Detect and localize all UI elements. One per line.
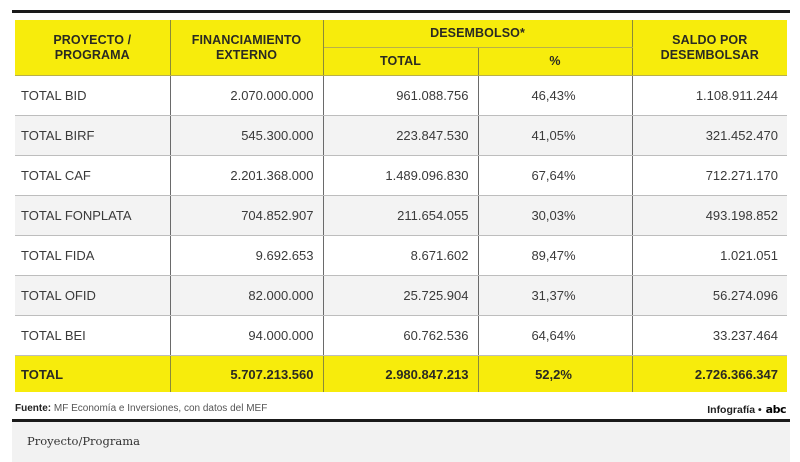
header-proyecto-line2: PROGRAMA bbox=[54, 47, 130, 62]
table-row: TOTAL BIRF 545.300.000 223.847.530 41,05… bbox=[15, 115, 787, 156]
cell-name: TOTAL BEI bbox=[15, 315, 171, 356]
cell-saldo: 712.271.170 bbox=[631, 155, 787, 196]
top-rule bbox=[12, 10, 790, 13]
cell-desembolso-pct: 89,47% bbox=[477, 235, 633, 276]
source-label: Fuente: bbox=[15, 403, 52, 414]
total-label: TOTAL bbox=[15, 355, 171, 392]
cell-desembolso-pct: 41,05% bbox=[477, 115, 633, 156]
cell-desembolso-pct: 31,37% bbox=[477, 275, 633, 316]
cell-financiamiento: 2.201.368.000 bbox=[169, 155, 324, 196]
cell-saldo: 56.274.096 bbox=[631, 275, 787, 316]
header-desembolso-total: TOTAL bbox=[322, 47, 479, 76]
cell-financiamiento: 2.070.000.000 bbox=[169, 75, 324, 116]
caption-area: Proyecto/Programa bbox=[12, 422, 790, 462]
cell-financiamiento: 82.000.000 bbox=[169, 275, 324, 316]
total-desembolso-pct: 52,2% bbox=[477, 355, 633, 392]
cell-desembolso-total: 211.654.055 bbox=[322, 195, 479, 236]
source-text: MF Economía e Inversiones, con datos del… bbox=[51, 403, 268, 414]
cell-saldo: 1.021.051 bbox=[631, 235, 787, 276]
table-row: TOTAL FONPLATA 704.852.907 211.654.055 3… bbox=[15, 195, 787, 236]
cell-desembolso-pct: 64,64% bbox=[477, 315, 633, 356]
cell-name: TOTAL OFID bbox=[15, 275, 171, 316]
cell-name: TOTAL FONPLATA bbox=[15, 195, 171, 236]
cell-desembolso-pct: 30,03% bbox=[477, 195, 633, 236]
source-note: Fuente: MF Economía e Inversiones, con d… bbox=[15, 403, 267, 414]
header-saldo-line1: SALDO POR bbox=[672, 32, 748, 47]
cell-saldo: 493.198.852 bbox=[631, 195, 787, 236]
table-row: TOTAL CAF 2.201.368.000 1.489.096.830 67… bbox=[15, 155, 787, 196]
cell-desembolso-pct: 67,64% bbox=[477, 155, 633, 196]
cell-desembolso-total: 25.725.904 bbox=[322, 275, 479, 316]
header-saldo-line2: DESEMBOLSAR bbox=[660, 47, 759, 62]
cell-financiamiento: 545.300.000 bbox=[169, 115, 324, 156]
cell-desembolso-total: 8.671.602 bbox=[322, 235, 479, 276]
abc-logo-icon: abc bbox=[765, 403, 787, 416]
cell-saldo: 1.108.911.244 bbox=[631, 75, 787, 116]
image-caption: Proyecto/Programa bbox=[27, 434, 140, 448]
table-row: TOTAL FIDA 9.692.653 8.671.602 89,47% 1.… bbox=[15, 235, 787, 276]
credit-text: Infografía • bbox=[707, 403, 762, 416]
cell-name: TOTAL FIDA bbox=[15, 235, 171, 276]
total-saldo: 2.726.366.347 bbox=[631, 355, 787, 392]
header-desembolso: DESEMBOLSO* bbox=[322, 20, 633, 48]
cell-desembolso-total: 223.847.530 bbox=[322, 115, 479, 156]
cell-desembolso-total: 1.489.096.830 bbox=[322, 155, 479, 196]
total-desembolso-total: 2.980.847.213 bbox=[322, 355, 479, 392]
header-saldo: SALDO POR DESEMBOLSAR bbox=[631, 20, 787, 76]
cell-financiamiento: 9.692.653 bbox=[169, 235, 324, 276]
header-proyecto: PROYECTO / PROGRAMA bbox=[15, 20, 171, 76]
total-row: TOTAL 5.707.213.560 2.980.847.213 52,2% … bbox=[15, 355, 787, 392]
cell-saldo: 321.452.470 bbox=[631, 115, 787, 156]
table-row: TOTAL BID 2.070.000.000 961.088.756 46,4… bbox=[15, 75, 787, 116]
header-financiamiento: FINANCIAMIENTO EXTERNO bbox=[169, 20, 324, 76]
cell-financiamiento: 704.852.907 bbox=[169, 195, 324, 236]
cell-name: TOTAL BID bbox=[15, 75, 171, 116]
cell-desembolso-pct: 46,43% bbox=[477, 75, 633, 116]
header-proyecto-line1: PROYECTO / bbox=[53, 32, 132, 47]
financing-table: PROYECTO / PROGRAMA FINANCIAMIENTO EXTER… bbox=[15, 20, 787, 392]
cell-saldo: 33.237.464 bbox=[631, 315, 787, 356]
credit: Infografía • abc bbox=[707, 403, 786, 416]
cell-financiamiento: 94.000.000 bbox=[169, 315, 324, 356]
table-row: TOTAL BEI 94.000.000 60.762.536 64,64% 3… bbox=[15, 315, 787, 356]
total-financiamiento: 5.707.213.560 bbox=[169, 355, 324, 392]
cell-desembolso-total: 961.088.756 bbox=[322, 75, 479, 116]
cell-name: TOTAL CAF bbox=[15, 155, 171, 196]
header-desembolso-pct: % bbox=[477, 47, 633, 76]
cell-desembolso-total: 60.762.536 bbox=[322, 315, 479, 356]
header-financiamiento-line1: FINANCIAMIENTO bbox=[191, 32, 302, 47]
header-financiamiento-line2: EXTERNO bbox=[215, 47, 278, 62]
bottom-rule bbox=[12, 419, 790, 422]
cell-name: TOTAL BIRF bbox=[15, 115, 171, 156]
table-row: TOTAL OFID 82.000.000 25.725.904 31,37% … bbox=[15, 275, 787, 316]
